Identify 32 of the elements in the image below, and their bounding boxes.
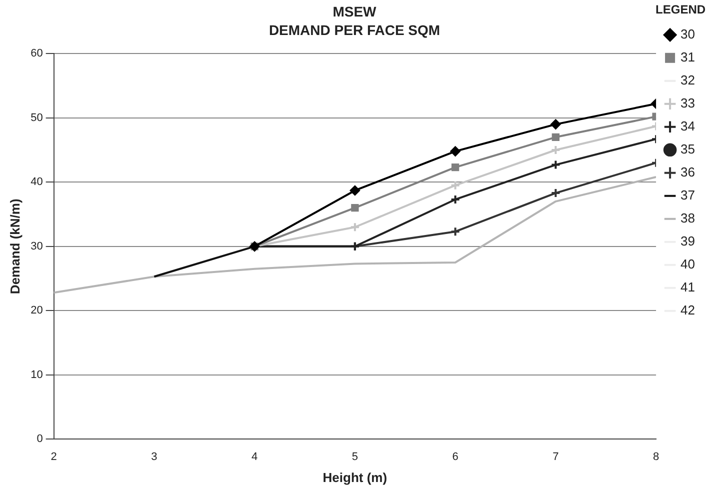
y-tick-label: 40 [30, 176, 43, 188]
y-axis-title: Demand (kN/m) [7, 198, 22, 294]
legend-label: 35 [680, 141, 696, 156]
x-tick-label: 4 [252, 450, 258, 463]
legend-label: 30 [680, 26, 696, 42]
y-tick-label: 50 [30, 112, 43, 124]
legend-title: LEGEND [656, 2, 706, 16]
x-tick-label: 6 [452, 450, 458, 463]
x-tick-label: 8 [652, 450, 660, 463]
y-tick-label: 60 [30, 48, 43, 60]
chart-subtitle: DEMAND PER FACE SQM [268, 22, 440, 38]
legend-label: 38 [680, 210, 696, 226]
y-tick-label: 0 [36, 433, 43, 446]
x-tick-label: 3 [151, 450, 158, 463]
legend-label: 33 [680, 95, 696, 110]
legend-label: 32 [680, 72, 696, 88]
legend-label: 34 [680, 118, 696, 134]
x-tick-label: 2 [50, 450, 57, 463]
legend-label: 36 [680, 164, 696, 180]
y-tick-label: 20 [30, 304, 43, 317]
legend-label: 40 [680, 256, 696, 272]
chart-title: MSEW [332, 3, 378, 20]
legend-label: 31 [680, 49, 696, 64]
legend-label: 42 [680, 302, 696, 318]
legend-label: 39 [680, 233, 696, 248]
x-axis-title: Height (m) [322, 470, 388, 485]
legend-label: 41 [680, 279, 696, 294]
x-tick-label: 7 [552, 450, 559, 463]
x-tick-label: 5 [352, 450, 358, 463]
y-tick-label: 10 [30, 368, 43, 381]
legend-label: 37 [680, 187, 696, 202]
y-tick-label: 30 [30, 240, 43, 252]
